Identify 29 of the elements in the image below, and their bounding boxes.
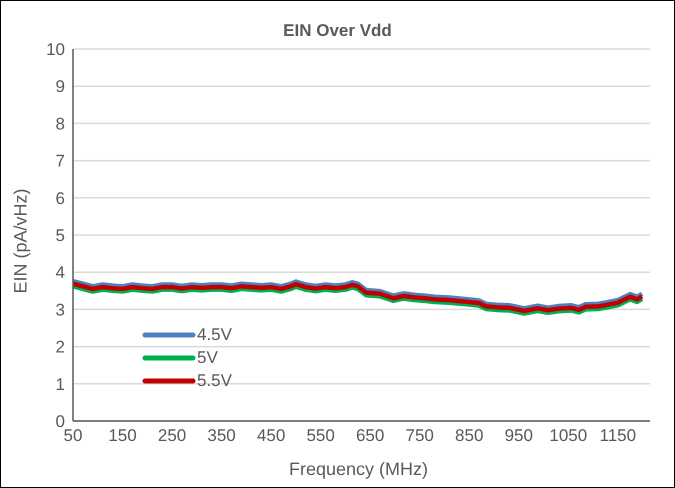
y-tick-label: 0	[56, 412, 65, 432]
x-tick-label: 550	[306, 426, 335, 446]
x-tick-label: 950	[504, 426, 533, 446]
y-tick-label: 10	[46, 40, 65, 60]
y-tick-label: 2	[56, 338, 65, 357]
x-tick-label: 650	[356, 426, 384, 446]
y-axis-title: EIN (pA/vHz)	[10, 188, 32, 294]
x-tick-label: 1050	[549, 426, 588, 446]
x-tick-label: 850	[455, 426, 484, 446]
x-tick-label: 250	[158, 426, 186, 446]
x-tick-label: 50	[64, 426, 82, 446]
y-tick-label: 4	[56, 263, 65, 282]
x-tick-label: 1150	[600, 426, 636, 446]
legend-label: 5.5V	[197, 370, 232, 390]
x-axis-title: Frequency (MHz)	[288, 459, 430, 480]
y-tick-label: 5	[56, 226, 65, 246]
x-tick-label: 750	[406, 426, 434, 446]
y-tick-label: 6	[56, 188, 65, 208]
x-tick-label: 350	[207, 426, 236, 446]
y-tick-label: 9	[56, 77, 65, 96]
y-tick-label: 8	[56, 114, 65, 134]
legend-label: 4.5V	[197, 324, 232, 344]
x-tick-label: 450	[256, 426, 286, 446]
legend-label: 5V	[197, 348, 218, 368]
chart-title: EIN Over Vdd	[282, 21, 393, 41]
y-tick-label: 1	[56, 374, 65, 394]
y-tick-label: 3	[56, 300, 65, 320]
y-tick-label: 7	[56, 152, 65, 171]
x-tick-label: 150	[108, 426, 137, 446]
